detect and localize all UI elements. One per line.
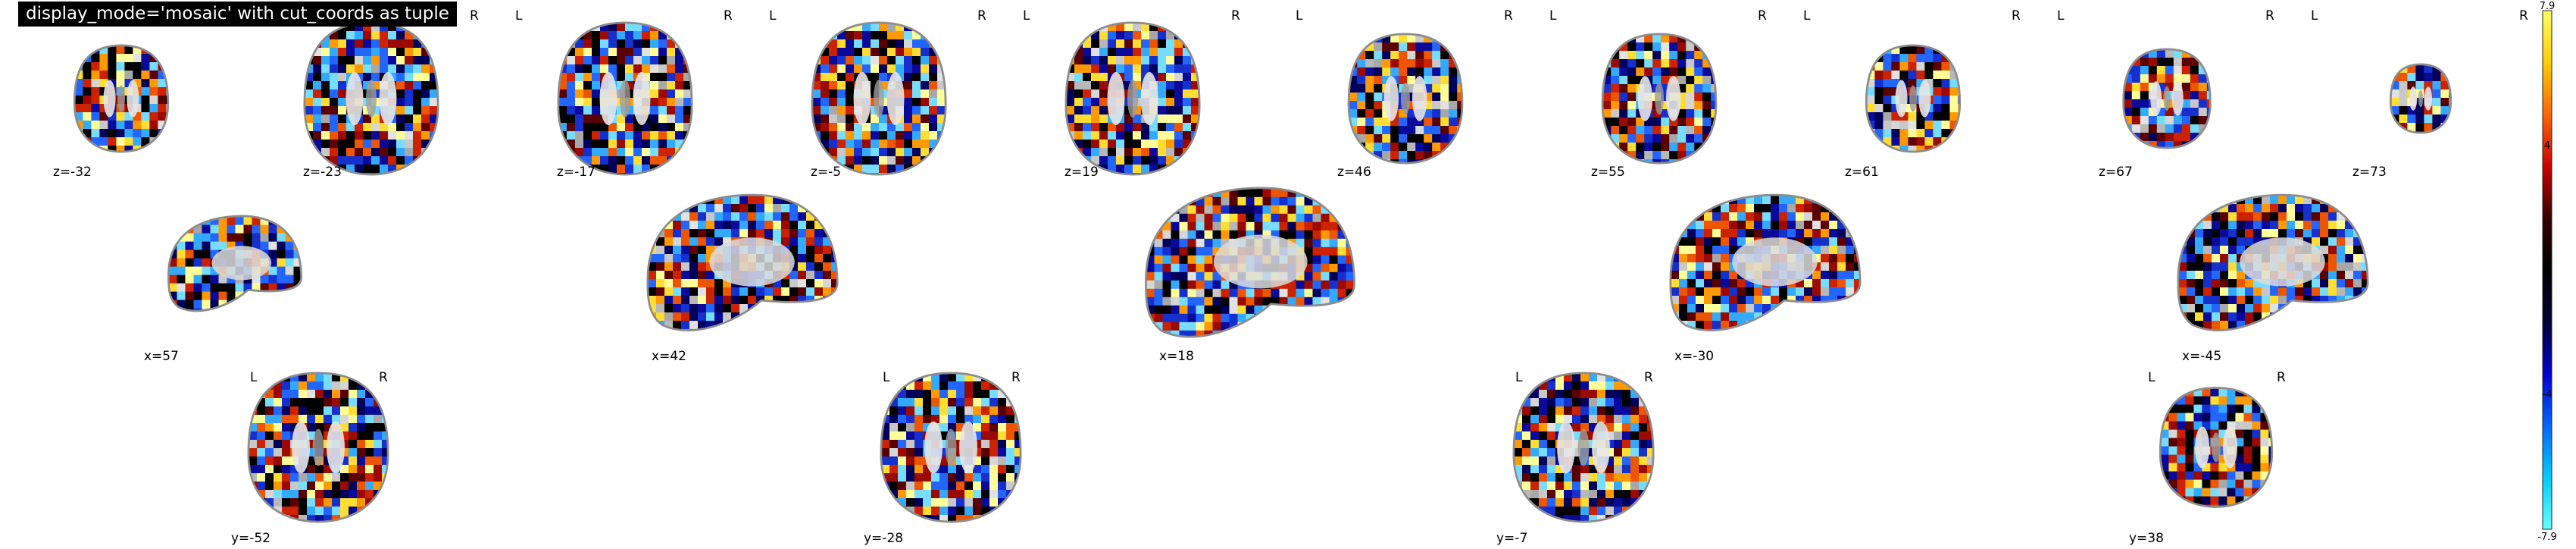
axial-coord-label: z=-23: [303, 165, 342, 180]
axial-coord-label: z=73: [2352, 165, 2387, 180]
colorbar-tick-label: -4: [2543, 389, 2553, 400]
coronal-coord-label: y=-28: [864, 531, 903, 546]
orientation-right-label: R: [1644, 370, 1653, 385]
sagittal-slice: [2177, 193, 2369, 331]
colorbar-tick-label: 4: [2544, 140, 2550, 152]
axial-coord-label: z=46: [1337, 165, 1371, 180]
orientation-right-label: R: [724, 8, 733, 24]
figure-title: display_mode='mosaic' with cut_coords as…: [18, 2, 457, 27]
orientation-right-label: R: [2265, 8, 2274, 24]
orientation-right-label: R: [2012, 8, 2021, 24]
orientation-left-label: L: [1296, 8, 1303, 24]
axial-slice: [2389, 63, 2453, 134]
orientation-left-label: L: [2148, 370, 2156, 385]
sagittal-slice: [167, 215, 303, 312]
axial-coord-label: z=61: [1845, 165, 1879, 180]
axial-slice: [2122, 48, 2212, 149]
axial-slice: [1865, 44, 1962, 153]
colorbar-tick-label: 7.9: [2540, 1, 2556, 12]
axial-coord-label: z=-5: [811, 165, 841, 180]
colorbar-tick-label: 0: [2544, 265, 2550, 276]
axial-slice: [811, 21, 947, 176]
coronal-slice: [247, 372, 389, 523]
orientation-left-label: L: [769, 8, 777, 24]
orientation-right-label: R: [470, 8, 479, 24]
sagittal-slice: [1669, 193, 1862, 331]
axial-coord-label: z=19: [1064, 165, 1099, 180]
coronal-coord-label: y=-52: [231, 531, 270, 546]
colorbar-tick-label: -7.9: [2537, 532, 2556, 543]
axial-slice: [1601, 33, 1718, 165]
orientation-right-label: R: [1504, 8, 1513, 24]
sagittal-coord-label: x=42: [652, 349, 686, 364]
axial-slice: [73, 44, 170, 153]
orientation-left-label: L: [515, 8, 523, 24]
sagittal-slice: [646, 193, 839, 331]
orientation-left-label: L: [2311, 8, 2318, 24]
orientation-right-label: R: [379, 370, 388, 385]
orientation-left-label: L: [1549, 8, 1557, 24]
coronal-coord-label: y=38: [2129, 531, 2164, 546]
sagittal-coord-label: x=57: [144, 349, 179, 364]
sagittal-coord-label: x=18: [1159, 349, 1194, 364]
colorbar: [2542, 10, 2553, 530]
coronal-slice: [880, 372, 1022, 523]
orientation-right-label: R: [977, 8, 986, 24]
orientation-right-label: R: [2277, 370, 2286, 385]
coronal-coord-label: y=-7: [1496, 531, 1527, 546]
axial-coord-label: z=55: [1591, 165, 1625, 180]
orientation-right-label: R: [1758, 8, 1767, 24]
axial-slice: [557, 21, 693, 176]
orientation-left-label: L: [1515, 370, 1523, 385]
coronal-slice: [2159, 387, 2274, 508]
axial-coord-label: z=-32: [53, 165, 92, 180]
axial-slice: [303, 21, 439, 176]
orientation-right-label: R: [2519, 8, 2528, 24]
coronal-slice: [1512, 372, 1655, 523]
axial-coord-label: z=-17: [557, 165, 596, 180]
axial-slice: [1347, 33, 1464, 165]
sagittal-coord-label: x=-45: [2182, 349, 2221, 364]
sagittal-slice: [1144, 187, 1356, 338]
orientation-left-label: L: [1023, 8, 1030, 24]
axial-coord-label: z=67: [2099, 165, 2133, 180]
axial-slice: [1064, 21, 1201, 176]
orientation-left-label: L: [883, 370, 890, 385]
orientation-left-label: L: [2057, 8, 2065, 24]
sagittal-coord-label: x=-30: [1674, 349, 1714, 364]
orientation-right-label: R: [1231, 8, 1240, 24]
orientation-left-label: L: [250, 370, 258, 385]
orientation-right-label: R: [1011, 370, 1021, 385]
orientation-left-label: L: [1803, 8, 1811, 24]
